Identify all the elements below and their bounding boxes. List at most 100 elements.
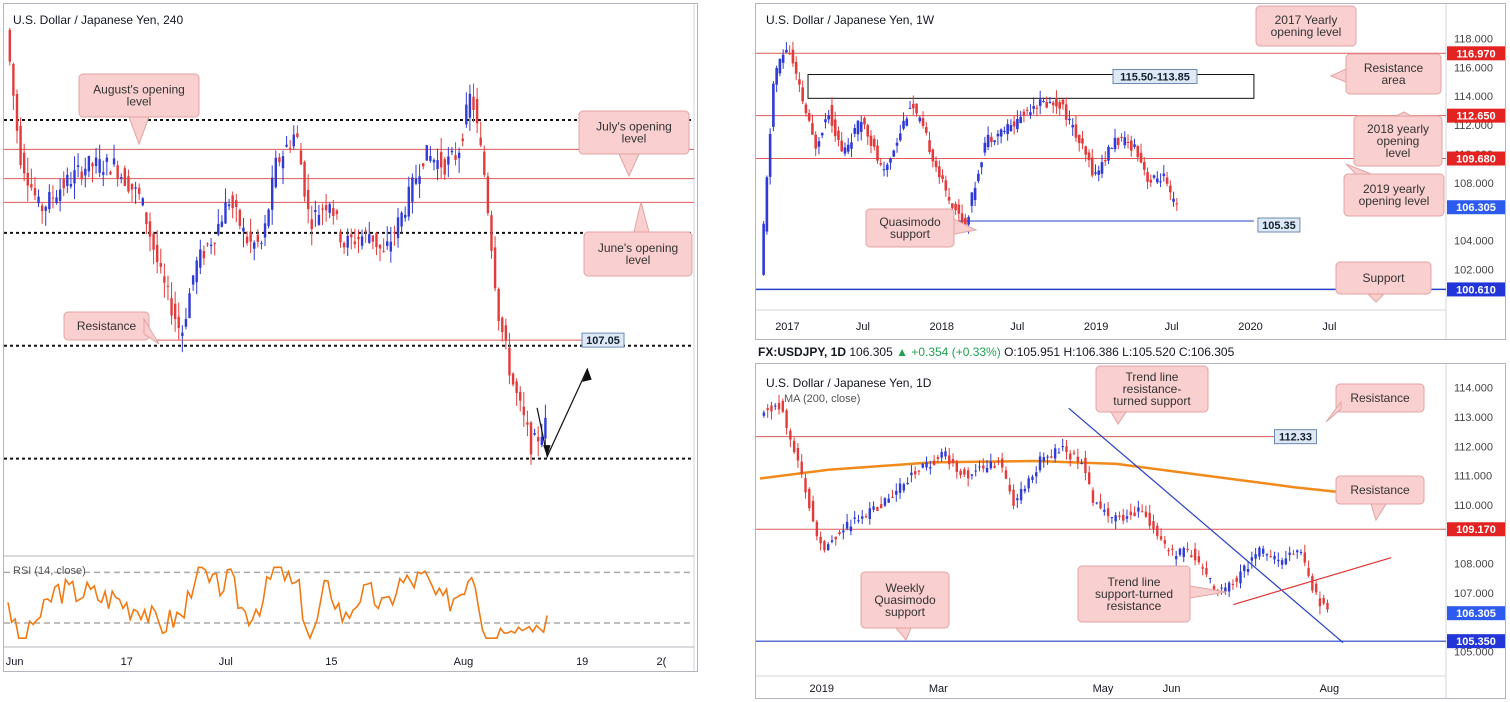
candle-body xyxy=(1273,556,1276,560)
time-tick-label: Jul xyxy=(219,656,233,668)
candle-body xyxy=(199,249,202,268)
candle-body xyxy=(876,145,879,161)
candle-body xyxy=(1100,162,1104,174)
time-tick-label: May xyxy=(1093,683,1114,695)
candle-body xyxy=(891,496,894,498)
candle-body xyxy=(191,275,195,285)
candle-body xyxy=(84,168,87,176)
candle-body xyxy=(859,121,863,132)
candle-body xyxy=(997,460,1000,462)
candle-body xyxy=(271,177,274,210)
candle-body xyxy=(148,221,152,237)
candle-body xyxy=(895,490,898,495)
candle-body xyxy=(299,150,303,165)
candle-body xyxy=(292,134,295,147)
candle-body xyxy=(1190,555,1193,558)
candle-body xyxy=(1250,557,1254,561)
candle-body xyxy=(889,158,892,163)
candle-body xyxy=(845,521,849,529)
candle-body xyxy=(314,209,317,212)
candle-body xyxy=(91,163,94,167)
candle-body xyxy=(1019,488,1023,501)
ma200-line xyxy=(759,459,1378,498)
candle-body xyxy=(493,247,497,289)
candle-body xyxy=(1031,476,1034,480)
candle-body xyxy=(1311,576,1314,591)
candle-body xyxy=(959,470,962,476)
candle-body xyxy=(837,130,840,140)
candle-body xyxy=(963,469,966,475)
candle-body xyxy=(996,133,1000,137)
candle-body xyxy=(411,177,414,202)
candle-body xyxy=(188,293,191,318)
candle-body xyxy=(220,221,224,227)
candle-body xyxy=(811,500,815,522)
candle-body xyxy=(51,197,55,199)
time-tick-label: 15 xyxy=(325,656,337,668)
candle-body xyxy=(439,152,443,168)
price-tick-label: 116.000 xyxy=(1454,62,1493,74)
candle-body xyxy=(1205,568,1208,575)
candle-body xyxy=(1012,121,1016,127)
level-note-label-bg xyxy=(1274,429,1317,445)
candle-body xyxy=(87,155,91,172)
candle-body xyxy=(765,177,769,232)
candle-body xyxy=(1193,548,1197,561)
candle-body xyxy=(1178,548,1182,555)
weekly-chart-canvas[interactable]: 115.50-113.85 105.35 118.000 116.000 114.000… xyxy=(756,4,1506,340)
note-trendline-resistance-turned-support-box xyxy=(1095,365,1209,413)
candle-body xyxy=(407,186,411,217)
candle-body xyxy=(985,467,989,473)
candle-body xyxy=(350,234,353,238)
note-2017-yearly: 2017 Yearly opening level xyxy=(1271,13,1342,39)
candle-body xyxy=(497,289,500,322)
candle-body xyxy=(1133,144,1136,147)
candle-body xyxy=(1139,152,1143,163)
candle-body xyxy=(364,230,367,232)
candle-body xyxy=(1212,585,1216,590)
candle-body xyxy=(1004,470,1008,479)
candle-body xyxy=(1120,136,1123,138)
weekly-chart-panel[interactable]: 115.50-113.85 105.35 118.000 116.000 114.000… xyxy=(755,3,1506,340)
candle-body xyxy=(798,79,801,85)
price-tick-label: 111.000 xyxy=(1454,471,1492,483)
candle-body xyxy=(1022,111,1026,116)
note-resistance-top-pointer xyxy=(1325,400,1342,423)
candle-body xyxy=(846,144,850,152)
daily-chart-canvas[interactable]: 112.33 114.000 113.000 112.000 111.000 110.00… xyxy=(756,364,1506,699)
time-tick-label: 2( xyxy=(657,656,667,668)
candle-body xyxy=(990,136,993,143)
candle-body xyxy=(925,127,928,133)
daily-chart-panel[interactable]: 112.33 114.000 113.000 112.000 111.000 110.00… xyxy=(755,363,1506,699)
candle-body xyxy=(472,96,475,111)
candle-body xyxy=(1122,514,1125,521)
candle-body xyxy=(1038,99,1042,106)
candle-body xyxy=(815,521,819,537)
candle-body xyxy=(1186,548,1189,551)
candle-body xyxy=(40,205,44,212)
price-badge: 106.305 xyxy=(1456,608,1496,620)
candle-body xyxy=(461,138,464,142)
candle-body xyxy=(781,54,785,63)
candle-body xyxy=(1148,512,1151,526)
time-tick-label: 2018 xyxy=(930,321,954,333)
h4-chart-panel[interactable]: 107.05109.500107.500106.500105.500August… xyxy=(3,3,698,672)
candle-body xyxy=(929,467,932,469)
candle-body xyxy=(808,488,811,509)
candle-body xyxy=(360,236,364,246)
candle-body xyxy=(778,58,782,74)
candle-body xyxy=(879,504,883,509)
candle-body xyxy=(970,474,974,476)
time-tick-label: Jun xyxy=(1163,683,1181,695)
candle-body xyxy=(1144,511,1148,517)
candle-body xyxy=(857,520,860,522)
time-tick-label: Jul xyxy=(1322,321,1336,333)
trend-line-blue xyxy=(1068,407,1344,644)
candle-body xyxy=(1113,137,1117,150)
candle-body xyxy=(804,104,808,114)
h4-chart-canvas[interactable]: 107.05109.500107.500106.500105.500August… xyxy=(4,4,698,672)
price-badge: 109.170 xyxy=(1456,524,1496,536)
candle-body xyxy=(986,134,990,148)
time-tick-label: Aug xyxy=(1320,683,1340,695)
candle-body xyxy=(872,138,876,147)
